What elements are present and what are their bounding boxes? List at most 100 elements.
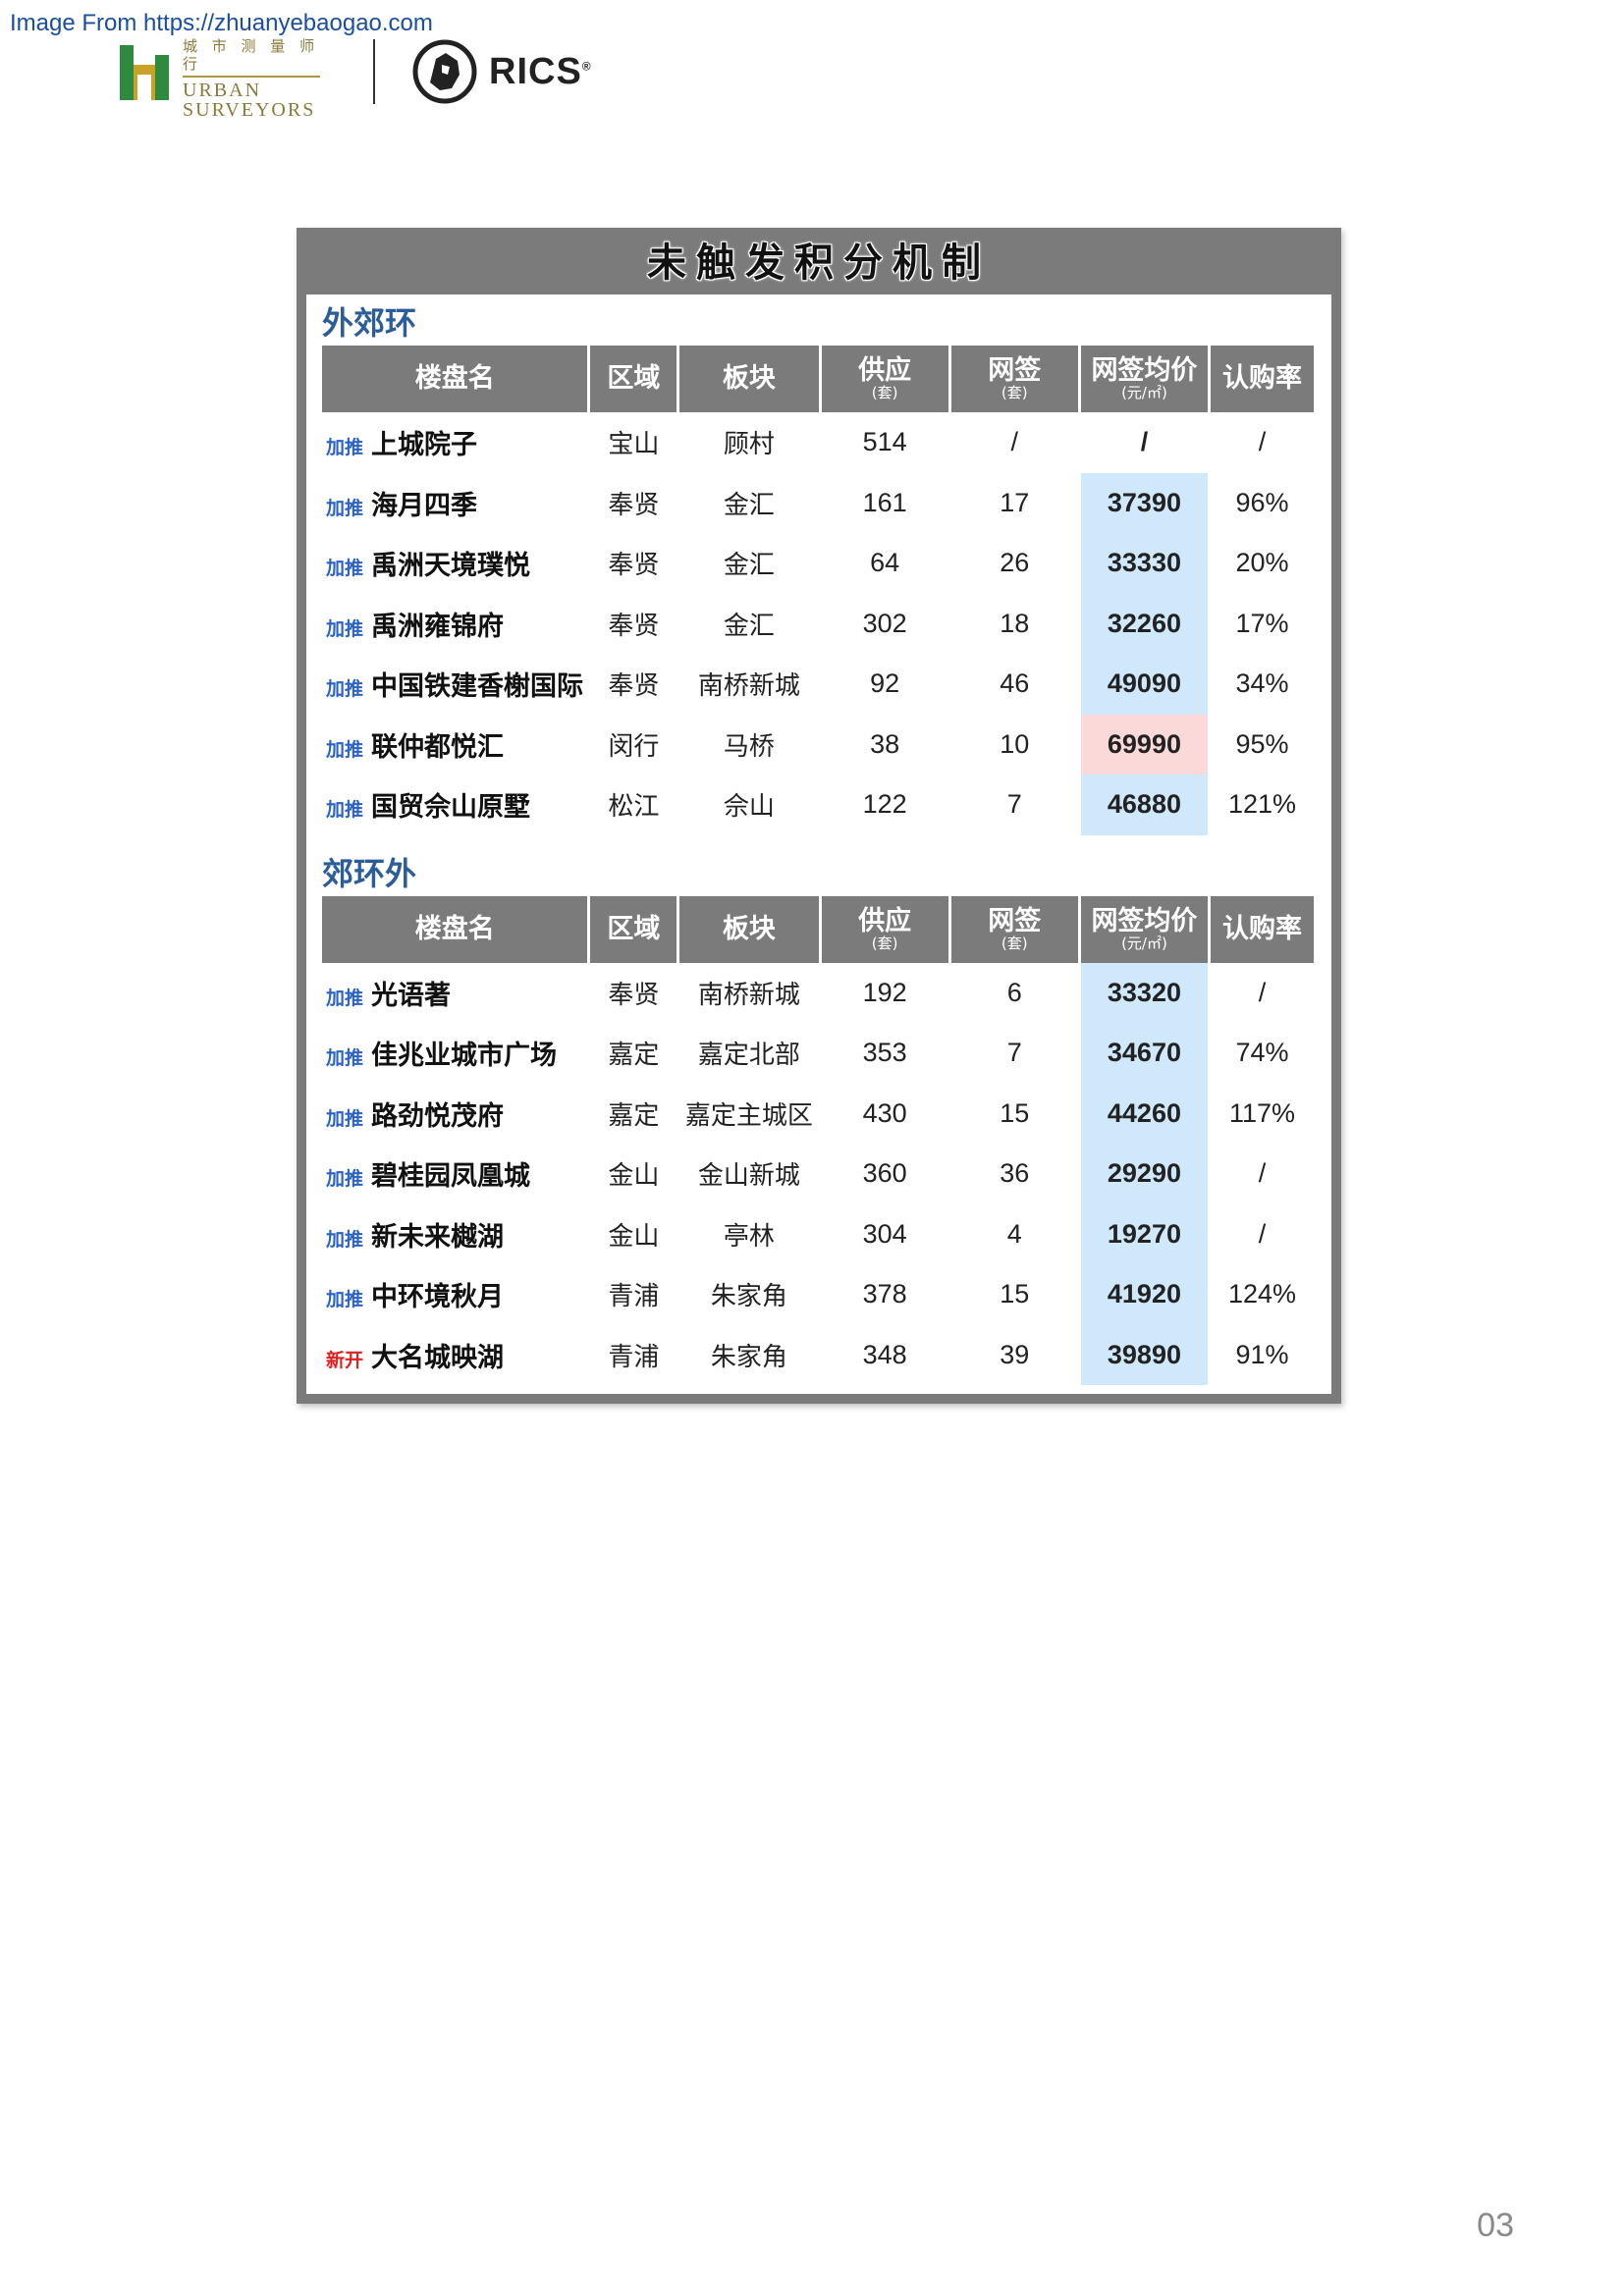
project-name: 中国铁建香榭国际 [371,671,584,703]
sub-area-cell: 朱家角 [710,1282,787,1312]
additional-launch-badge: 加推 [326,1168,364,1191]
table-row: 加推 碧桂园凤凰城 金山 金山新城 360 36 29290/ [322,1144,1314,1204]
additional-launch-badge: 加推 [326,497,364,519]
signed-units-cell: 7 [1006,789,1022,820]
subscription-rate-cell: / [1258,977,1267,1007]
signed-units-cell: 17 [1000,487,1030,517]
signed-units-cell: 15 [1000,1097,1030,1128]
supply-cell: 192 [862,977,907,1007]
supply-cell: 92 [870,668,900,699]
supply-cell: 64 [870,548,900,578]
supply-cell: 353 [862,1038,907,1068]
column-header-label: 认购率 [1222,363,1303,394]
avg-price-cell: 19270 [1080,1203,1209,1264]
project-name-cell: 加推 光语著 [322,963,587,1024]
subscription-rate-cell: 96% [1235,487,1289,517]
district-cell: 奉贤 [608,611,660,641]
sub-area-cell: 金山新城 [697,1161,800,1192]
project-name: 路劲悦茂府 [371,1100,505,1132]
signed-units-cell: 46 [1000,668,1030,699]
table-row: 加推 中环境秋月 青浦 朱家角 378 15 41920 124% [322,1264,1314,1325]
listing-panel: 未触发积分机制 外郊环 楼盘名 区域 板块 供应 (套) 网签 (套) 网签均价 (元/㎡) 认购率… [297,228,1341,1404]
table-row: 加推 国贸佘山原墅 松江 佘山 122 7 46880 121% [322,774,1314,835]
column-header-unit: (套) [1001,384,1028,401]
project-name-cell: 加推 联仲都悦汇 [322,715,587,775]
sub-area-cell: 南桥新城 [697,671,800,702]
avg-price-cell: 41920 [1080,1264,1209,1325]
avg-price-cell: 34670 [1080,1023,1209,1084]
district-cell: 闵行 [608,731,660,762]
panel-body: 外郊环 楼盘名 区域 板块 供应 (套) 网签 (套) 网签均价 (元/㎡) 认购率 加推 上城院子 宝山… [306,294,1331,1394]
table-row: 加推 新未来樾湖 金山 亭林 304 4 19270/ [322,1203,1314,1265]
column-header-label: 区域 [607,363,661,394]
project-name-cell: 加推 佳兆业城市广场 [322,1023,587,1084]
supply-cell: 430 [862,1097,907,1128]
avg-price-cell: 69990 [1080,714,1209,774]
column-header: 网签 (套) [950,346,1078,412]
column-header: 楼盘名 [322,346,588,412]
project-name-cell: 加推 新未来樾湖 [322,1204,587,1265]
subscription-rate-cell: 117% [1228,1097,1296,1128]
project-name: 碧桂园凤凰城 [371,1161,531,1193]
section-heading: 郊环外 [322,854,417,892]
column-header: 认购率 [1211,346,1314,412]
project-name-cell: 加推 中国铁建香榭国际 [322,654,587,715]
column-header-label: 板块 [722,913,776,944]
subscription-rate-cell: 17% [1235,608,1289,638]
project-name: 海月四季 [371,490,478,521]
sub-area-cell: 亭林 [723,1221,775,1252]
project-name: 新未来樾湖 [371,1221,505,1253]
additional-launch-badge: 加推 [326,1228,364,1251]
district-cell: 奉贤 [608,551,660,581]
table-row: 新开 大名城映湖 青浦 朱家角 348 39 39890 91% [322,1324,1314,1385]
source-link[interactable]: Image From https://zhuanyebaogao.com [10,10,433,36]
rics-registered-mark: ® [581,59,592,74]
page-number: 03 [1477,2207,1514,2244]
subscription-rate-cell: 34% [1235,668,1289,699]
additional-launch-badge: 加推 [326,1047,364,1070]
project-name-cell: 加推 上城院子 [322,412,587,473]
subscription-rate-cell: / [1258,427,1267,457]
additional-launch-badge: 加推 [326,1289,364,1311]
supply-cell: 122 [862,789,907,820]
column-header: 区域 [590,346,677,412]
column-header: 板块 [679,346,819,412]
project-name: 禹洲雍锦府 [371,611,505,642]
signed-units-cell: 7 [1006,1038,1022,1068]
urban-logo-mark-icon [120,45,169,100]
urban-logo-rule [183,76,320,78]
column-header-unit: (元/㎡) [1121,934,1167,952]
table-row: 加推 禹洲雍锦府 奉贤 金汇 302 18 32260 17% [322,593,1314,655]
avg-price-cell: 33320 [1080,962,1209,1023]
signed-units-cell: 26 [1000,548,1030,578]
avg-price-cell: 32260 [1080,593,1209,654]
subscription-rate-cell: 91% [1235,1339,1289,1369]
sub-area-cell: 嘉定主城区 [684,1100,813,1131]
signed-units-cell: 10 [1000,728,1030,759]
column-header: 网签 (套) [950,895,1078,963]
district-cell: 青浦 [608,1282,660,1312]
listing-table: 楼盘名 区域 板块 供应 (套) 网签 (套) 网签均价 (元/㎡) 认购率 加推 上城院子 宝山 顾村 5… [319,346,1317,835]
table-row: 加推 联仲都悦汇 闵行 马桥 38 10 69990 95% [322,714,1314,775]
supply-cell: 378 [862,1279,907,1309]
signed-units-cell: 15 [1000,1279,1030,1309]
project-name-cell: 加推 禹洲雍锦府 [322,594,587,655]
table-row: 加推 禹洲天境璞悦 奉贤 金汇 64 26 33330 20% [322,533,1314,594]
supply-cell: 304 [862,1218,907,1249]
table-header-row: 楼盘名 区域 板块 供应 (套) 网签 (套) 网签均价 (元/㎡) 认购率 [322,895,1314,963]
avg-price-cell: / [1140,427,1149,457]
rics-lion-icon [412,39,477,104]
column-header: 网签均价 (元/㎡) [1080,346,1209,412]
column-header: 供应 (套) [821,346,948,412]
section-spacer [322,835,1316,849]
supply-cell: 514 [862,427,907,457]
avg-price-cell: 39890 [1080,1324,1209,1385]
sub-area-cell: 金汇 [723,611,775,641]
panel-title: 未触发积分机制 [647,240,991,286]
table-row: 加推 海月四季 奉贤 金汇 161 17 37390 96% [322,472,1314,533]
district-cell: 松江 [608,792,660,823]
urban-logo-en-line2: SURVEYORS [183,99,316,121]
project-name: 佳兆业城市广场 [371,1041,558,1072]
column-header: 认购率 [1211,895,1314,963]
section-heading: 外郊环 [322,304,417,342]
